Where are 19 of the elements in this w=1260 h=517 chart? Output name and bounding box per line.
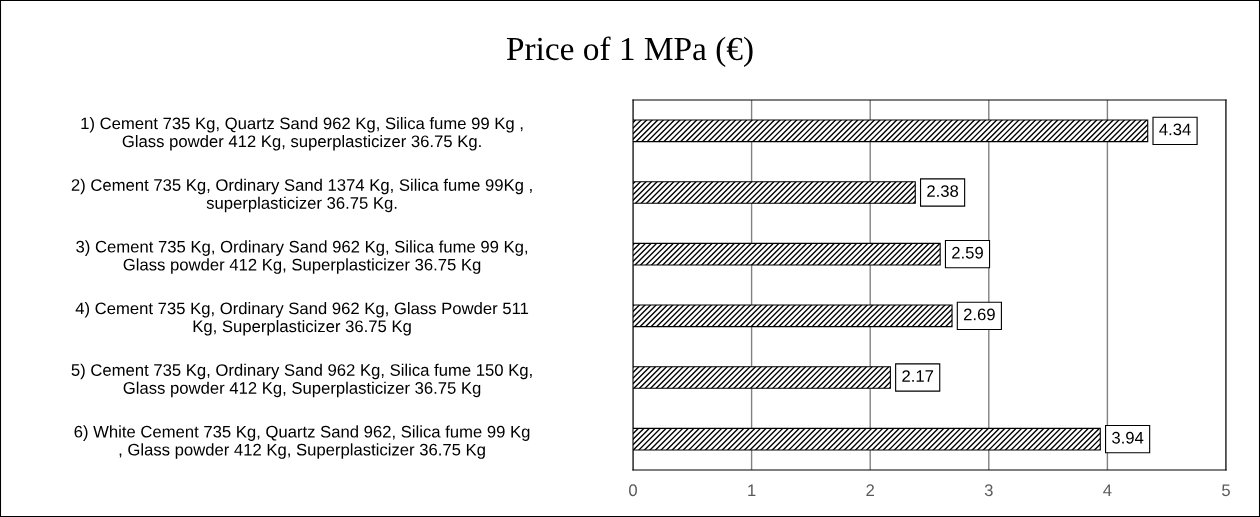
y-tick-label: 5) Cement 735 Kg, Ordinary Sand 962 Kg, Silica fume 150 Kg, Glass powder 412 Kg, Superplasticizer 36.75 Kg [71, 363, 532, 398]
data-label: 2.59 [952, 246, 983, 259]
data-label: 4.34 [1159, 123, 1191, 136]
data-label: 3.94 [1112, 431, 1144, 444]
data-label: 2.17 [902, 370, 934, 382]
x-tick-label: 1 [748, 484, 756, 496]
chart-title: Price of 1 MPa (€) [506, 36, 753, 67]
x-tick-label: 2 [866, 484, 874, 496]
x-tick-label: 0 [629, 484, 637, 497]
y-tick-label: 4) Cement 735 Kg, Ordinary Sand 962 Kg, Glass Powder 511 Kg, Superplasticizer 36.75 Kg [75, 302, 529, 336]
x-tick-label: 5 [1222, 484, 1230, 497]
data-label: 2.38 [927, 185, 959, 197]
y-tick-label: 3) Cement 735 Kg, Ordinary Sand 962 Kg, Silica fume 99 Kg, Glass powder 412 Kg, Superplasticizer 36.75 Kg [76, 240, 528, 274]
y-tick-label: 2) Cement 735 Kg, Ordinary Sand 1374 Kg, Silica fume 99Kg , superplasticizer 36.75 Kg. [71, 178, 532, 213]
y-tick-label: 6) White Cement 735 Kg, Quartz Sand 962, Silica fume 99 Kg , Glass powder 412 Kg, Superplasticizer 36.75 Kg [74, 425, 530, 459]
y-tick-label: 1) Cement 735 Kg, Quartz Sand 962 Kg, Silica fume 99 Kg , Glass powder 412 Kg, superplasticizer 36.75 Kg. [81, 117, 523, 151]
data-label: 2.69 [963, 308, 995, 321]
x-tick-label: 3 [984, 484, 993, 497]
x-tick-label: 4 [1103, 484, 1112, 496]
